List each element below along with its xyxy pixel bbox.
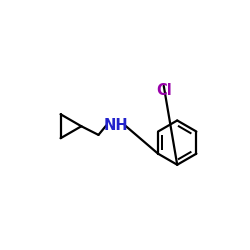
Text: NH: NH [103,118,128,133]
Text: Cl: Cl [156,83,172,98]
